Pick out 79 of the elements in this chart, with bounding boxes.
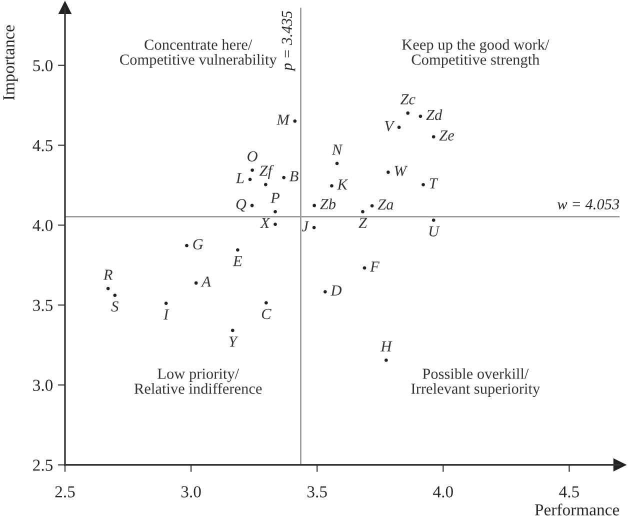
annotation: O bbox=[248, 151, 258, 162]
annotation: Za bbox=[378, 199, 394, 210]
y-tick-label: 3.0 bbox=[33, 380, 53, 391]
x-tick-label: 4.0 bbox=[433, 486, 453, 498]
point bbox=[422, 183, 425, 186]
annotation: Zb bbox=[320, 198, 336, 210]
annotation: Low priority/ Relative indifference bbox=[134, 368, 262, 394]
point bbox=[282, 176, 286, 180]
annotation: Concentrate here/ Competitive vulnerability bbox=[120, 39, 277, 68]
annotation: V bbox=[384, 121, 395, 132]
point bbox=[418, 114, 422, 118]
point bbox=[312, 204, 316, 208]
point bbox=[386, 170, 390, 174]
point bbox=[274, 222, 277, 226]
point bbox=[323, 290, 327, 294]
annotation: Zc bbox=[400, 94, 416, 104]
annotation: G bbox=[193, 239, 204, 250]
y-tick-label: 3.5 bbox=[33, 300, 53, 312]
point bbox=[384, 358, 388, 362]
annotation: C bbox=[262, 308, 272, 320]
annotation: S bbox=[111, 301, 118, 312]
y-tick-label: 5.0 bbox=[33, 60, 53, 72]
ref-line-label: p = 3.435 bbox=[282, 11, 296, 72]
annotation: Q bbox=[236, 199, 246, 212]
annotation: P bbox=[270, 192, 280, 203]
point bbox=[397, 126, 401, 130]
annotation: X bbox=[260, 218, 270, 228]
point bbox=[274, 210, 277, 214]
annotation: Zd bbox=[426, 109, 442, 120]
annotation: Ze bbox=[439, 130, 454, 141]
point bbox=[264, 301, 268, 305]
annotation: E bbox=[232, 256, 242, 266]
annotation: A bbox=[200, 276, 212, 287]
annotation: R bbox=[103, 270, 113, 280]
point bbox=[406, 111, 410, 115]
annotation: L bbox=[236, 173, 244, 184]
annotation: J bbox=[302, 221, 310, 232]
annotation: K bbox=[337, 180, 348, 190]
annotation: M bbox=[276, 114, 290, 125]
annotation: Possible overkill/ Irrelevant superiority bbox=[411, 368, 540, 398]
point bbox=[106, 286, 110, 290]
y-axis-title: Importance bbox=[3, 25, 18, 100]
annotation: Keep up the good work/ Competitive strength bbox=[402, 39, 550, 68]
point bbox=[230, 328, 234, 332]
point bbox=[330, 184, 334, 188]
point bbox=[293, 119, 297, 123]
point bbox=[185, 244, 188, 248]
point bbox=[250, 168, 254, 172]
annotation: Z bbox=[358, 218, 368, 228]
y-tick-label: 4.5 bbox=[32, 140, 53, 152]
point bbox=[361, 210, 364, 214]
point bbox=[164, 302, 168, 306]
annotation: I bbox=[163, 309, 170, 320]
point bbox=[370, 204, 374, 208]
point bbox=[264, 182, 268, 186]
x-axis-title: Performance bbox=[534, 504, 620, 516]
point bbox=[113, 294, 117, 298]
annotation: B bbox=[290, 171, 298, 182]
y-tick-label: 2.5 bbox=[33, 460, 53, 471]
annotation: H bbox=[380, 341, 392, 352]
point bbox=[432, 218, 436, 222]
y-tick-label: 4.0 bbox=[32, 220, 53, 232]
annotation: W bbox=[394, 166, 408, 176]
x-tick-label: 4.5 bbox=[559, 486, 579, 498]
annotation: Zf bbox=[259, 164, 274, 180]
x-tick-label: 2.5 bbox=[55, 486, 75, 498]
annotation: T bbox=[430, 178, 438, 188]
annotation: Y bbox=[229, 336, 238, 347]
point bbox=[312, 226, 316, 230]
annotation: D bbox=[330, 285, 342, 296]
ref-line-label: w = 4.053 bbox=[557, 199, 620, 210]
x-tick-label: 3.5 bbox=[307, 486, 327, 498]
point bbox=[432, 135, 436, 138]
annotation: N bbox=[332, 144, 343, 155]
annotation: F bbox=[370, 262, 380, 272]
point bbox=[248, 178, 252, 182]
x-tick-label: 3.0 bbox=[181, 486, 201, 498]
annotation: U bbox=[429, 226, 440, 237]
point bbox=[236, 248, 240, 252]
